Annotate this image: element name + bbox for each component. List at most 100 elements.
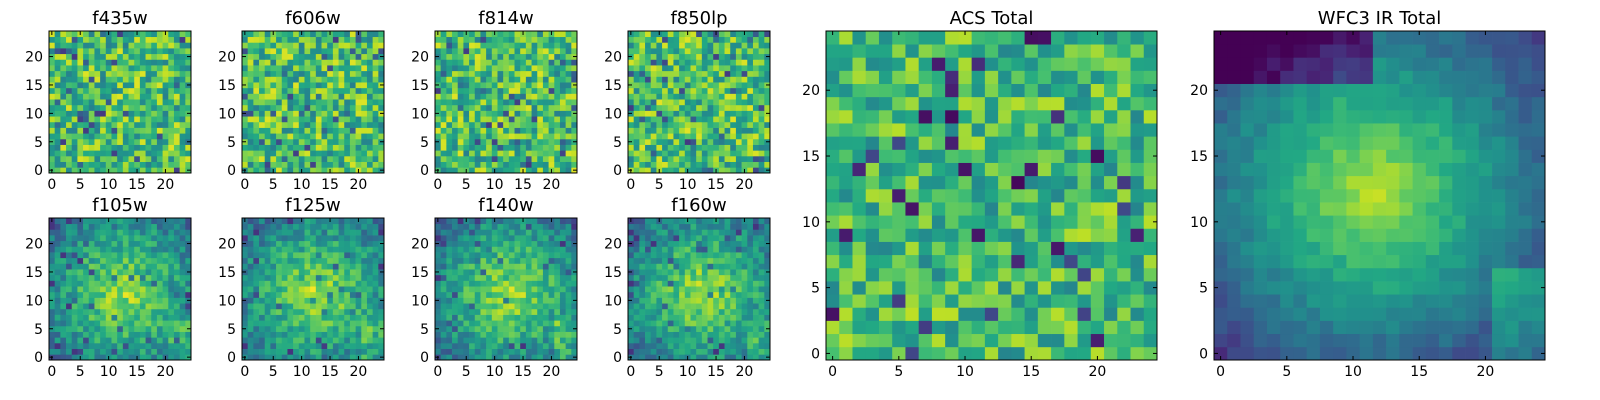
heatmap-cell xyxy=(752,337,759,344)
heatmap-cell xyxy=(480,218,487,225)
heatmap-cell xyxy=(173,127,180,134)
heatmap-cell xyxy=(491,331,498,338)
heatmap-cell xyxy=(270,337,277,344)
heatmap-cell xyxy=(718,303,725,310)
heatmap-cell xyxy=(673,93,680,100)
heatmap-cell xyxy=(542,257,549,264)
heatmap-cell xyxy=(327,99,334,106)
heatmap-cell xyxy=(650,144,657,151)
heatmap-cell xyxy=(168,325,175,332)
heatmap-cell xyxy=(491,93,498,100)
heatmap-cell xyxy=(525,331,532,338)
heatmap-cell xyxy=(656,337,663,344)
heatmap-cell xyxy=(151,246,158,253)
heatmap-cell xyxy=(554,235,561,242)
heatmap-cell xyxy=(293,331,300,338)
heatmap-cell xyxy=(247,240,254,247)
heatmap-cell xyxy=(752,297,759,304)
heatmap-cell xyxy=(156,93,163,100)
heatmap-cell xyxy=(66,53,73,60)
heatmap-cell xyxy=(718,70,725,77)
heatmap-cell xyxy=(327,348,334,355)
x-tick-label: 0 xyxy=(433,364,442,380)
heatmap-cell xyxy=(662,314,669,321)
heatmap-cell xyxy=(281,155,288,162)
heatmap-cell xyxy=(645,150,652,157)
heatmap-cell xyxy=(696,320,703,327)
heatmap-cell xyxy=(525,70,532,77)
heatmap-cell xyxy=(338,93,345,100)
heatmap-cell xyxy=(559,320,566,327)
heatmap-cell xyxy=(372,70,379,77)
heatmap-cell xyxy=(151,53,158,60)
heatmap-cell xyxy=(105,82,112,89)
heatmap-cell xyxy=(707,138,714,145)
heatmap-cell xyxy=(639,110,646,117)
heatmap-cell xyxy=(508,337,515,344)
heatmap-cell xyxy=(60,155,67,162)
heatmap-cell xyxy=(168,110,175,117)
heatmap-cell xyxy=(281,161,288,168)
heatmap-cell xyxy=(571,31,578,38)
heatmap-cell xyxy=(134,297,141,304)
heatmap-cell xyxy=(696,93,703,100)
heatmap-cell xyxy=(253,325,260,332)
heatmap-cell xyxy=(520,65,527,72)
heatmap-cell xyxy=(650,36,657,43)
heatmap-cell xyxy=(173,48,180,55)
heatmap-cell xyxy=(105,223,112,230)
heatmap-cell xyxy=(486,257,493,264)
heatmap-cell xyxy=(321,65,328,72)
heatmap-cell xyxy=(105,150,112,157)
heatmap-cell xyxy=(548,325,555,332)
heatmap-cell xyxy=(565,303,572,310)
heatmap-cell xyxy=(66,70,73,77)
heatmap-cell xyxy=(457,36,464,43)
heatmap-cell xyxy=(253,48,260,55)
heatmap-cell xyxy=(327,314,334,321)
heatmap-cell xyxy=(77,229,84,236)
heatmap-cell xyxy=(469,36,476,43)
heatmap-cell xyxy=(122,331,129,338)
heatmap-cell xyxy=(179,223,186,230)
heatmap-cell xyxy=(77,144,84,151)
heatmap-cell xyxy=(440,342,447,349)
heatmap-cell xyxy=(349,87,356,94)
heatmap-cell xyxy=(355,314,362,321)
heatmap-cell xyxy=(66,263,73,270)
heatmap-cell xyxy=(537,53,544,60)
heatmap-cell xyxy=(480,104,487,111)
heatmap-cell xyxy=(71,31,78,38)
heatmap-cell xyxy=(679,42,686,49)
heatmap-cell xyxy=(440,314,447,321)
heatmap-cell xyxy=(520,235,527,242)
heatmap-cell xyxy=(633,354,640,361)
heatmap-cell xyxy=(83,274,90,281)
heatmap-cell xyxy=(270,87,277,94)
heatmap-cell xyxy=(310,76,317,83)
heatmap-cell xyxy=(94,286,101,293)
heatmap-cell xyxy=(713,325,720,332)
heatmap-cell xyxy=(378,65,385,72)
heatmap-cell xyxy=(310,155,317,162)
heatmap-cell xyxy=(503,337,510,344)
heatmap-cell xyxy=(94,223,101,230)
heatmap-cell xyxy=(253,348,260,355)
heatmap-cell xyxy=(185,320,192,327)
heatmap-cell xyxy=(758,59,765,66)
heatmap-cell xyxy=(77,150,84,157)
heatmap-cell xyxy=(122,133,129,140)
heatmap-cell xyxy=(366,240,373,247)
heatmap-cell xyxy=(565,314,572,321)
heatmap-cell xyxy=(565,218,572,225)
heatmap-cell xyxy=(542,229,549,236)
heatmap-cell xyxy=(122,48,129,55)
heatmap-cell xyxy=(128,155,135,162)
heatmap-cell xyxy=(338,291,345,298)
heatmap-cell xyxy=(83,235,90,242)
heatmap-cell xyxy=(264,229,271,236)
heatmap-cell xyxy=(77,269,84,276)
heatmap-cell xyxy=(463,53,470,60)
heatmap-cell xyxy=(724,286,731,293)
heatmap-cell xyxy=(548,144,555,151)
